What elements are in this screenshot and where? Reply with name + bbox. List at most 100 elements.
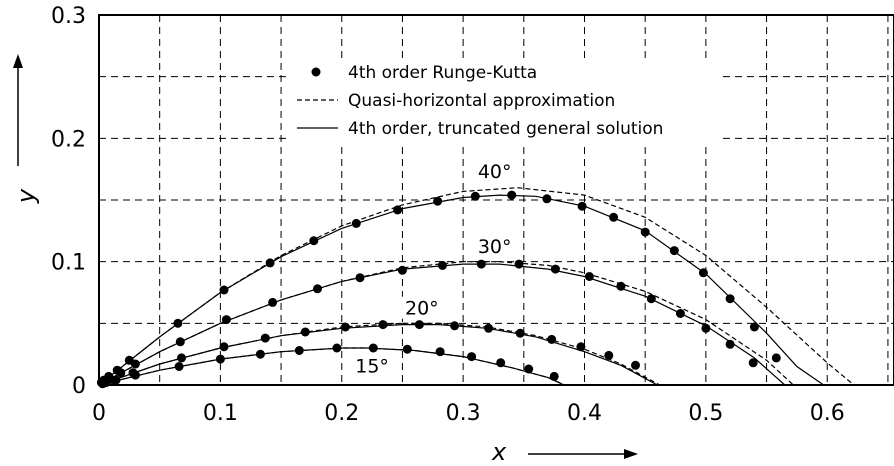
legend: 4th order Runge-Kutta Quasi-horizontal a…	[288, 58, 722, 146]
rk-point-20	[484, 323, 494, 333]
x-axis-arrow	[528, 449, 638, 459]
rk-point-40	[393, 205, 403, 215]
rk-point-20	[547, 334, 557, 344]
rk-point-30	[616, 281, 626, 291]
rk-point-40	[771, 353, 781, 363]
x-axis-title: x	[491, 438, 507, 466]
x-tick-label: 0.2	[324, 401, 359, 426]
rk-point-20	[260, 333, 270, 343]
rk-point-15	[467, 352, 477, 362]
rk-point-15	[496, 358, 506, 368]
rk-point-20	[576, 342, 586, 352]
rk-point-30	[268, 297, 278, 307]
rk-point-40	[749, 322, 759, 332]
angle-label: 15°	[355, 356, 389, 378]
legend-background	[288, 58, 722, 146]
legend-label-rk: 4th order Runge-Kutta	[348, 63, 537, 83]
rk-point-40	[351, 218, 361, 228]
y-tick-label: 0.3	[51, 4, 86, 29]
y-tick-label: 0.2	[51, 127, 86, 152]
rk-point-30	[725, 339, 735, 349]
quasi-horizontal-curve-15	[98, 347, 566, 386]
rk-point-30	[397, 265, 407, 275]
x-tick-label: 0.5	[688, 401, 723, 426]
rk-point-15	[130, 370, 140, 380]
legend-label-truncated: 4th order, truncated general solution	[348, 119, 663, 139]
y-axis-title: y	[12, 188, 40, 204]
rk-point-20	[340, 322, 350, 332]
rk-point-40	[640, 227, 650, 237]
rk-point-30	[514, 259, 524, 269]
x-tick-label: 0.4	[567, 401, 602, 426]
rk-point-30	[355, 273, 365, 283]
rk-point-20	[300, 327, 310, 337]
rk-point-15	[524, 364, 534, 374]
rk-point-30	[313, 284, 322, 294]
legend-marker-rk	[311, 67, 321, 77]
rk-point-30	[175, 337, 185, 347]
rk-point-20	[378, 320, 388, 330]
angle-label: 30°	[478, 236, 512, 258]
truncated-solution-curve-15	[98, 347, 565, 386]
rk-point-40	[173, 318, 183, 328]
angle-label: 20°	[405, 298, 439, 320]
rk-point-30	[646, 294, 656, 304]
rk-point-20	[631, 360, 640, 370]
rk-point-30	[748, 358, 758, 368]
rk-point-15	[294, 346, 304, 355]
rk-point-40	[609, 212, 619, 222]
rk-point-15	[174, 362, 184, 371]
rk-point-20	[414, 320, 424, 330]
rk-point-15	[111, 375, 121, 385]
legend-label-quasi: Quasi-horizontal approximation	[348, 91, 615, 111]
rk-point-40	[669, 246, 679, 256]
rk-point-20	[219, 342, 229, 352]
rk-point-30	[584, 272, 594, 281]
rk-point-40	[698, 268, 708, 278]
curves	[98, 187, 855, 386]
truncated-solution-curve-40	[98, 194, 824, 386]
rk-point-15	[255, 349, 265, 359]
x-tick-label: 0.6	[810, 401, 845, 426]
rk-point-15	[368, 343, 378, 353]
rk-point-15	[215, 354, 225, 364]
rk-point-40	[542, 194, 552, 204]
annotation-background	[474, 235, 515, 258]
angle-annotations: 40° 30° 20° 15°	[352, 159, 515, 378]
tick-labels: 0 0.1 0.2 0.3 0.4 0.5 0.6 0 0.1 0.2 0.3	[51, 4, 845, 426]
rk-point-20	[450, 321, 460, 331]
rk-point-15	[435, 347, 445, 357]
y-tick-label: 0.1	[51, 251, 86, 276]
rk-point-15	[549, 371, 559, 381]
annotation-background	[352, 354, 393, 377]
x-tick-label: 0.1	[203, 401, 238, 426]
rk-point-40	[725, 294, 735, 304]
rk-point-40	[433, 196, 443, 206]
rk-point-40	[219, 285, 229, 295]
rk-point-30	[476, 259, 486, 269]
rk-point-20	[177, 353, 186, 363]
rk-point-30	[221, 315, 231, 325]
y-tick-label: 0	[72, 374, 86, 399]
rk-point-20	[515, 328, 525, 338]
rk-point-40	[309, 236, 319, 246]
rk-point-40	[265, 258, 275, 268]
rk-point-20	[604, 350, 614, 360]
rk-points	[96, 190, 781, 389]
rk-point-30	[701, 323, 711, 333]
y-axis-arrow	[13, 54, 23, 166]
plot-frame	[98, 14, 894, 386]
annotation-background	[401, 296, 442, 319]
rk-point-30	[130, 359, 140, 369]
rk-point-30	[675, 309, 685, 318]
rk-point-30	[550, 264, 560, 274]
rk-point-15	[402, 344, 412, 354]
rk-point-15	[332, 343, 342, 353]
rk-point-40	[470, 191, 480, 201]
rk-point-40	[577, 201, 587, 211]
rk-point-30	[438, 260, 447, 270]
rk-point-30	[116, 368, 126, 378]
annotation-background	[474, 159, 515, 182]
rk-point-40	[507, 190, 517, 200]
